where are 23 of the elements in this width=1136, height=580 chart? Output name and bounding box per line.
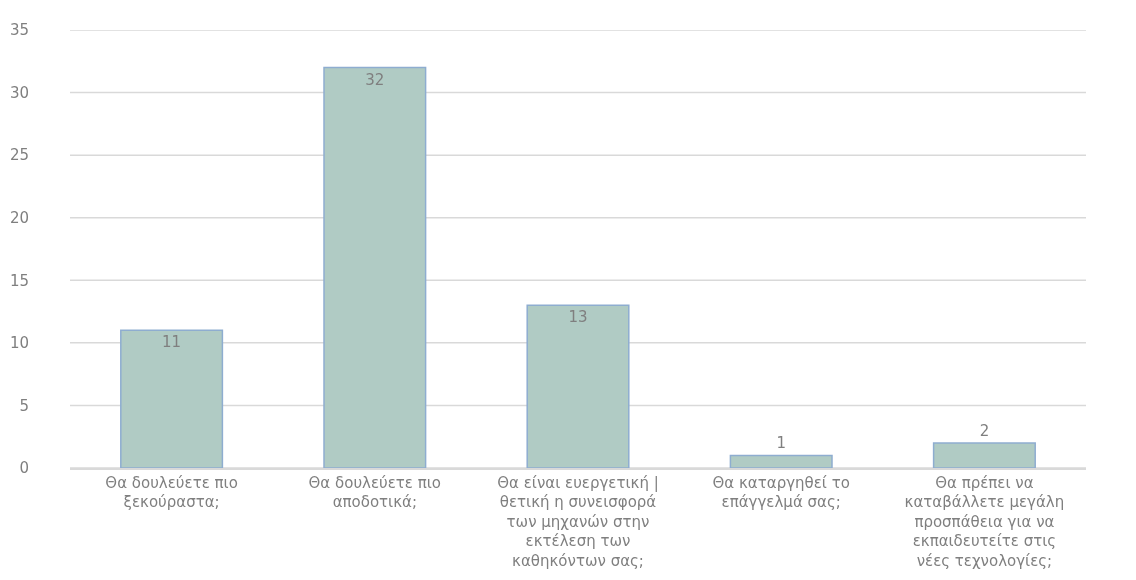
data-label: 1 bbox=[776, 434, 786, 453]
data-label: 11 bbox=[162, 333, 182, 352]
x-tick-label: Θα δουλεύετε πιο ξεκούραστα; bbox=[105, 473, 238, 512]
y-tick-label: 25 bbox=[9, 146, 29, 165]
x-tick-label: Θα πρέπει να καταβάλλετε μεγάλη προσπάθεια για να εκπαιδευτείτε στις νέες τεχνολογίες; bbox=[904, 473, 1065, 570]
y-tick-label: 30 bbox=[9, 83, 29, 102]
x-tick-label: Θα δουλεύετε πιο αποδοτικά; bbox=[308, 473, 442, 512]
bar bbox=[932, 442, 1036, 468]
data-label: 2 bbox=[979, 421, 990, 440]
data-label: 13 bbox=[568, 308, 588, 327]
x-tick-label: Θα είναι ευεργετική | θετική η συνεισφορά των μηχανών στην εκτέλεση των καθηκόντων σας; bbox=[497, 473, 659, 570]
y-tick-label: 5 bbox=[19, 396, 29, 415]
data-label: 32 bbox=[365, 70, 385, 89]
y-tick-label: 20 bbox=[9, 208, 29, 227]
bar bbox=[120, 329, 224, 468]
y-tick-label: 0 bbox=[19, 459, 29, 478]
y-tick-label: 15 bbox=[9, 271, 29, 290]
bar bbox=[526, 304, 630, 468]
y-tick-label: 10 bbox=[9, 334, 29, 353]
bar bbox=[323, 66, 427, 468]
bar bbox=[729, 454, 833, 468]
y-tick-label: 35 bbox=[9, 21, 29, 40]
x-tick-label: Θα καταργηθεί το επάγγελμά σας; bbox=[712, 473, 850, 512]
